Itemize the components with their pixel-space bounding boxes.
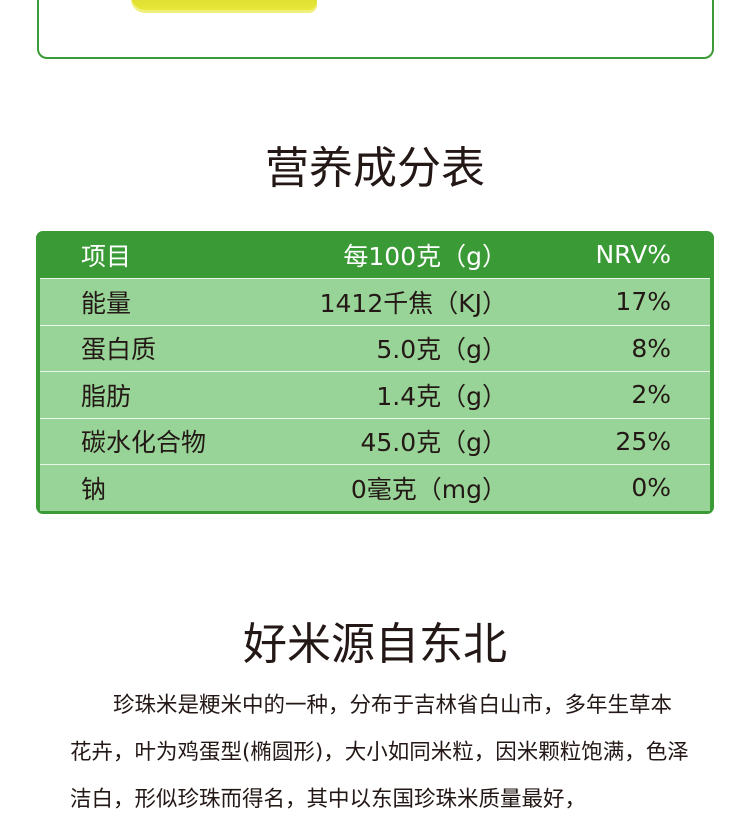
table-row: 钠 0毫克（mg） 0% <box>40 464 710 511</box>
header-per100g: 每100克（g） <box>343 241 507 271</box>
nutrient-amount: 5.0克（g） <box>376 335 507 365</box>
nutrient-name: 钠 <box>81 474 107 504</box>
origin-title: 好米源自东北 <box>243 619 507 670</box>
header-item: 项目 <box>81 241 132 271</box>
nutrient-name: 脂肪 <box>81 381 132 411</box>
nutrition-title: 营养成分表 <box>265 143 485 194</box>
nutrient-name: 能量 <box>81 288 132 318</box>
rice-bag-image <box>131 0 317 10</box>
header-nrv: NRV% <box>595 240 671 269</box>
nutrient-nrv: 2% <box>631 380 671 410</box>
description-text: 珍珠米是粳米中的一种，分布于吉林省白山市，多年生草本花卉，叶为鸡蛋型(椭圆形)，… <box>70 693 689 812</box>
nutrient-nrv: 8% <box>631 333 671 363</box>
nutrient-name: 碳水化合物 <box>81 428 207 458</box>
nutrient-amount: 1412千焦（KJ） <box>319 288 507 318</box>
table-row: 脂肪 1.4克（g） 2% <box>40 371 710 418</box>
table-row: 碳水化合物 45.0克（g） 25% <box>40 417 710 464</box>
table-row: 蛋白质 5.0克（g） 8% <box>40 324 710 371</box>
origin-description: 珍珠米是粳米中的一种，分布于吉林省白山市，多年生草本花卉，叶为鸡蛋型(椭圆形)，… <box>70 682 690 823</box>
table-header: 项目 每100克（g） NRV% <box>40 231 710 278</box>
nutrient-nrv: 25% <box>615 426 671 456</box>
nutrient-nrv: 0% <box>631 473 671 503</box>
nutrient-nrv: 17% <box>615 287 671 317</box>
nutrient-amount: 45.0克（g） <box>360 428 507 458</box>
nutrient-amount: 0毫克（mg） <box>350 474 507 504</box>
table-row: 能量 1412千焦（KJ） 17% <box>40 278 710 325</box>
product-card <box>37 0 714 59</box>
nutrition-table: 项目 每100克（g） NRV% 能量 1412千焦（KJ） 17% 蛋白质 5… <box>36 231 714 514</box>
nutrient-amount: 1.4克（g） <box>376 381 507 411</box>
nutrient-name: 蛋白质 <box>81 335 157 365</box>
